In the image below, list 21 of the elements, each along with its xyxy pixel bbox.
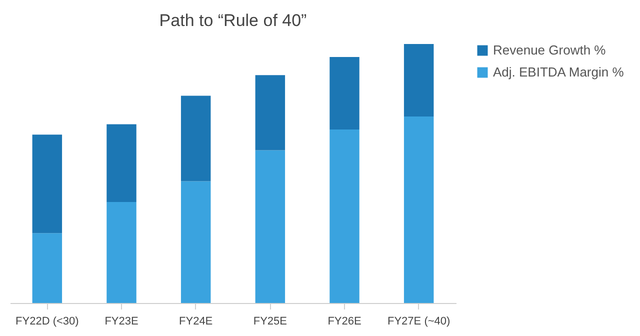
chart-title: Path to “Rule of 40” [159,11,308,30]
bar [180,96,211,182]
x-tick-label: FY24E [179,316,213,328]
x-tick-label: FY26E [328,316,362,328]
bar [32,134,62,234]
legend-label: Adj. EBITDA Margin % [493,64,624,80]
bar [180,181,211,303]
bar [32,233,62,303]
x-tick-label: FY22D (<30) [16,316,79,328]
bar [106,124,136,202]
bar [330,56,360,130]
bar [106,202,136,303]
bar [330,129,360,303]
x-tick-label: FY23E [104,316,138,328]
bar [255,75,286,150]
bar [404,44,434,117]
legend-label: Revenue Growth % [493,42,606,58]
x-tick-label: FY25E [253,316,287,328]
bar [404,116,434,303]
bar [255,150,286,303]
x-tick-label: FY27E (~40) [387,316,450,328]
